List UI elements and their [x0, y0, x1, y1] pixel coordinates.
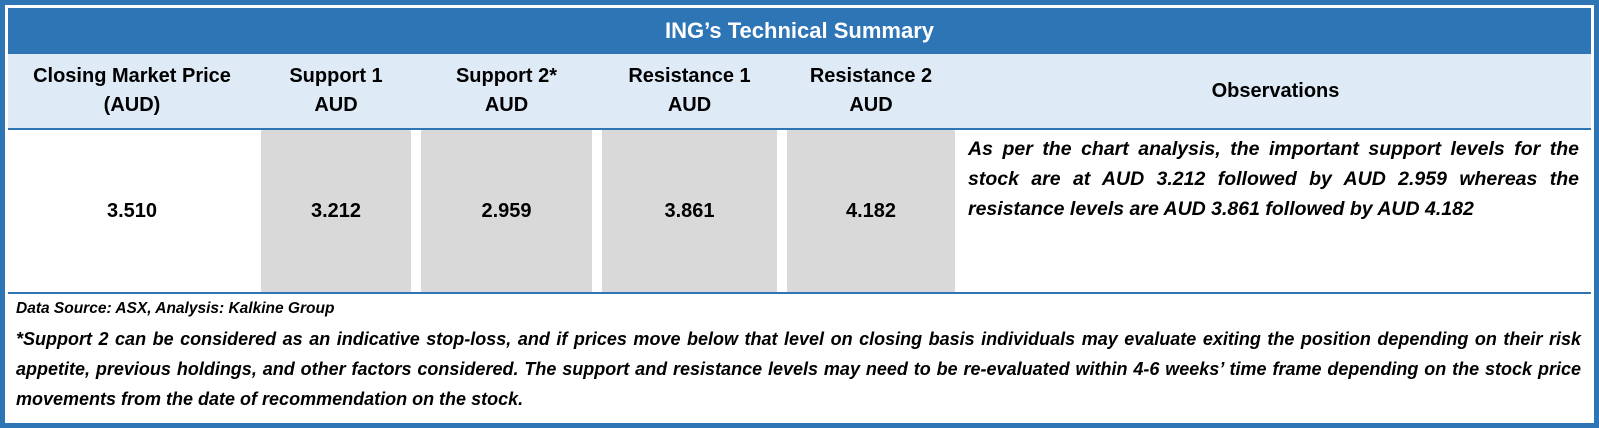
header-label: Resistance 2 [809, 65, 933, 87]
resistance-2-value: 4.182 [787, 130, 955, 292]
data-source-note: Data Source: ASX, Analysis: Kalkine Grou… [16, 300, 335, 317]
header-label: Observations [1211, 79, 1340, 102]
header-support-2: Support 2* AUD [416, 54, 597, 128]
resistance-2-cell: 4.182 [782, 130, 960, 292]
header-resistance-2: Resistance 2 AUD [782, 54, 960, 128]
header-closing-market-price: Closing Market Price (AUD) [8, 54, 256, 128]
support-1-value: 3.212 [261, 130, 411, 292]
header-sub-label: (AUD) [103, 94, 161, 116]
header-resistance-1: Resistance 1 AUD [597, 54, 782, 128]
resistance-1-value: 3.861 [602, 130, 777, 292]
support-2-value: 2.959 [421, 130, 592, 292]
header-label: Closing Market Price [33, 65, 231, 87]
support-2-footnote: *Support 2 can be considered as an indic… [16, 329, 1581, 409]
header-sub-label: AUD [849, 94, 893, 116]
header-sub-label: AUD [667, 94, 712, 116]
header-sub-label: AUD [314, 94, 358, 116]
header-support-1: Support 1 AUD [256, 54, 416, 128]
support-2-cell: 2.959 [416, 130, 597, 292]
observations-text: As per the chart analysis, the important… [968, 138, 1579, 220]
header-row: Closing Market Price (AUD) Support 1 AUD… [8, 54, 1591, 130]
closing-price-value: 3.510 [106, 199, 158, 222]
header-observations: Observations [960, 54, 1591, 128]
header-label: Support 1 [289, 65, 383, 87]
header-label: Support 2* [455, 65, 558, 87]
resistance-1-cell: 3.861 [597, 130, 782, 292]
header-sub-label: AUD [484, 94, 529, 116]
support-1-cell: 3.212 [256, 130, 416, 292]
data-row: 3.510 3.212 2.959 3.861 4.182 As per the… [8, 130, 1591, 294]
header-label: Resistance 1 [628, 65, 751, 87]
table-title: ING’s Technical Summary [8, 8, 1591, 54]
